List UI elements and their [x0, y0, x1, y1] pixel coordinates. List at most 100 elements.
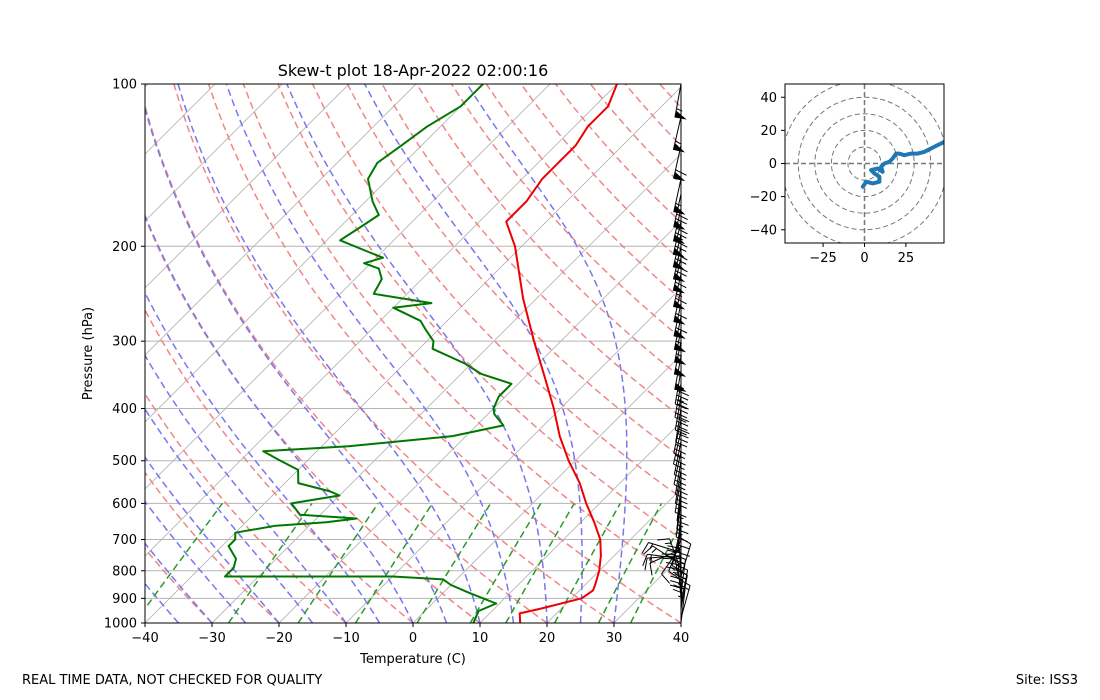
quality-disclaimer: REAL TIME DATA, NOT CHECKED FOR QUALITY — [22, 673, 323, 688]
barb-full — [676, 394, 689, 401]
barb-pennant — [674, 342, 687, 353]
barb-full — [673, 463, 685, 471]
barb-full — [671, 565, 684, 573]
wind-barbs — [641, 83, 692, 624]
isotherm-line — [546, 488, 681, 623]
hodograph-content — [785, 84, 944, 243]
temperature-profile — [505, 84, 618, 623]
barb-full — [674, 459, 686, 466]
barb-full — [673, 558, 685, 565]
barb-staff — [680, 585, 691, 619]
barb-staff — [680, 575, 688, 609]
barb-full — [677, 428, 690, 435]
barb-full — [676, 432, 689, 439]
isotherm-line — [145, 84, 551, 490]
barb-full — [649, 563, 653, 576]
wind-barb — [673, 451, 687, 491]
hodo-x-tick-label: −25 — [809, 251, 836, 266]
hodo-x-tick-label: 25 — [898, 251, 915, 266]
wind-barb — [673, 178, 686, 215]
y-tick-label: 400 — [112, 402, 137, 417]
barb-half — [649, 543, 654, 550]
barb-full — [675, 245, 687, 253]
mixing-ratio-line — [597, 503, 663, 623]
mixing-ratio-line — [554, 503, 621, 623]
barb-full — [673, 484, 686, 491]
isotherm-line — [0, 84, 14, 623]
barb-full — [675, 312, 688, 320]
dry-adiabat-line — [173, 84, 615, 623]
moist-adiabat-line — [145, 500, 247, 623]
barb-full — [675, 503, 687, 509]
moist-adiabat-line — [466, 84, 628, 623]
x-tick-label: 20 — [539, 631, 556, 646]
barb-staff — [661, 545, 682, 575]
barb-full — [641, 542, 649, 554]
barb-half — [676, 353, 683, 357]
barb-full — [675, 281, 687, 289]
dry-adiabat-line — [450, 84, 681, 340]
barb-staff — [677, 511, 682, 546]
barb-full — [676, 520, 689, 526]
x-tick-label: −20 — [265, 631, 292, 646]
hodo-y-tick-label: −20 — [750, 190, 777, 205]
barb-full — [675, 425, 688, 432]
isotherm-line — [0, 84, 81, 623]
mixing-ratio-line — [505, 503, 575, 623]
dry-adiabat-line — [145, 103, 548, 623]
chart-title: Skew-t plot 18-Apr-2022 02:00:16 — [278, 61, 549, 80]
barb-full — [675, 441, 688, 448]
barb-staff — [674, 460, 682, 495]
barb-pennant — [673, 329, 686, 339]
barb-full — [644, 557, 648, 571]
barb-full — [675, 493, 687, 500]
moist-adiabat-line — [145, 353, 347, 623]
barb-pennant — [673, 234, 686, 245]
barb-pennant — [673, 247, 685, 258]
barb-full — [670, 575, 683, 580]
barb-full — [675, 217, 687, 225]
barb-half — [677, 399, 684, 403]
wind-barb — [677, 511, 691, 550]
x-tick-label: 0 — [409, 631, 417, 646]
wind-barb — [674, 396, 690, 436]
y-tick-label: 500 — [112, 454, 137, 469]
barb-pennant — [673, 205, 686, 215]
dry-adiabat-line — [145, 308, 414, 623]
hodo-y-tick-label: 20 — [760, 124, 777, 139]
barb-staff — [675, 503, 682, 538]
site-label: Site: ISS3 — [1015, 673, 1078, 688]
dry-adiabat-line — [145, 392, 347, 623]
barb-pennant — [673, 220, 686, 230]
mixing-ratio-line — [469, 503, 542, 623]
hodograph-plot-area — [785, 84, 944, 243]
y-tick-label: 300 — [112, 335, 137, 350]
barb-full — [675, 327, 688, 334]
barb-staff — [673, 451, 682, 485]
barb-pennant — [673, 315, 686, 325]
barb-full — [675, 399, 688, 405]
y-tick-label: 800 — [112, 564, 137, 579]
barb-full — [673, 584, 686, 590]
mixing-ratio-line — [227, 502, 313, 623]
barb-full — [668, 570, 680, 579]
barb-half — [676, 293, 683, 298]
x-tick-label: 10 — [472, 631, 489, 646]
wind-barb — [674, 83, 687, 120]
x-tick-label: 30 — [606, 631, 623, 646]
barb-full — [674, 416, 687, 423]
barb-full — [676, 407, 689, 414]
skewt-panel: −40 −30 −20 −10 0 10 20 30 40 100 200 300 400 500 600 7… — [0, 61, 692, 667]
dry-adiabat-line — [346, 84, 681, 458]
moist-adiabat-line — [364, 84, 583, 623]
barb-half — [675, 443, 682, 448]
barb-full — [678, 551, 691, 557]
barb-pennant — [674, 110, 687, 120]
dry-adiabat-line — [242, 84, 681, 582]
wind-barb — [661, 545, 682, 584]
barb-half — [676, 108, 683, 112]
barb-full — [675, 498, 688, 505]
barb-half — [664, 542, 672, 545]
wind-barb — [672, 116, 686, 153]
